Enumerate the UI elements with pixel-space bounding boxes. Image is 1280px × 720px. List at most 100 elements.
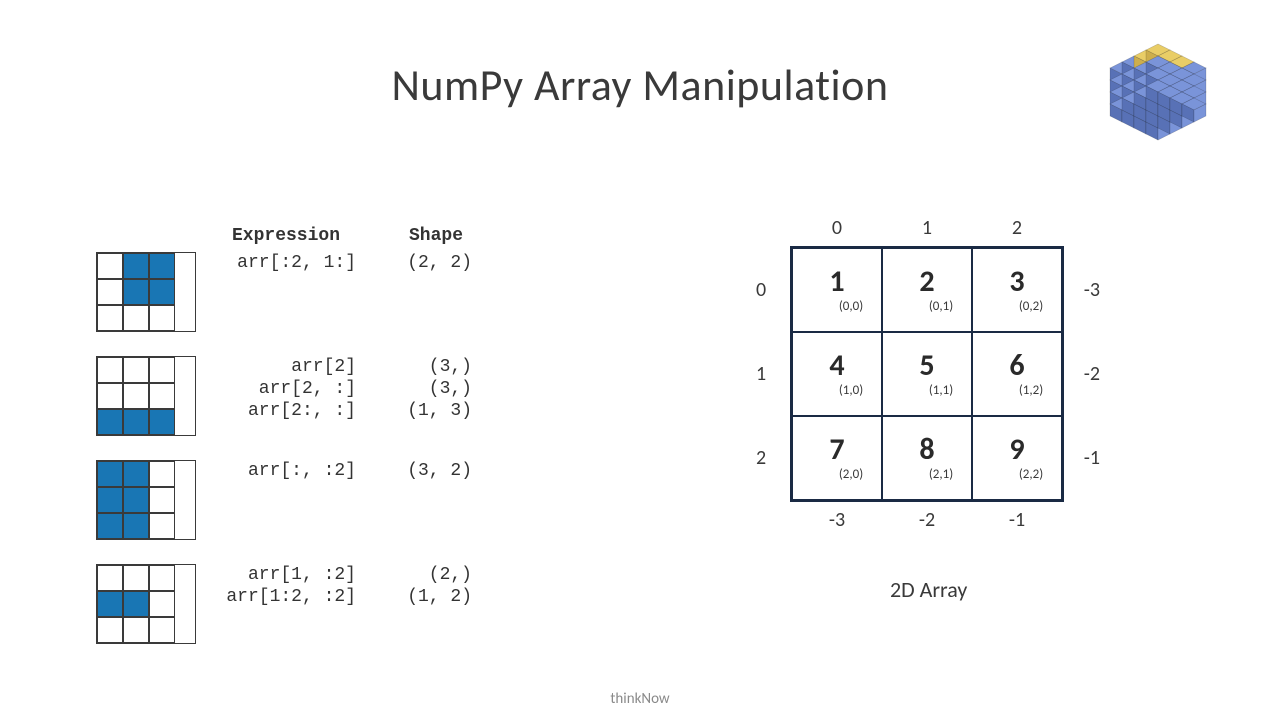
mini-cell (97, 357, 123, 383)
array-cell: 1 (0,0) (792, 248, 882, 332)
cell-coord: (2,2) (1019, 467, 1043, 482)
array-cell: 6 (1,2) (972, 332, 1062, 416)
slice-expression: arr[1, :2] (196, 564, 376, 586)
slice-shape: (3,) (376, 378, 496, 400)
mini-cell (97, 305, 123, 331)
cell-coord: (1,0) (839, 383, 863, 398)
mini-cell (149, 591, 175, 617)
slice-shape: (3,) (376, 356, 496, 378)
mini-cell (97, 565, 123, 591)
mini-cell (97, 279, 123, 305)
slice-expression: arr[2] (196, 356, 376, 378)
slice-group: arr[1, :2]arr[1:2, :2](2,)(1, 2) (96, 564, 516, 644)
mini-cell (97, 487, 123, 513)
col-index-pos: 2 (972, 216, 1062, 240)
mini-cell (123, 409, 149, 435)
mini-cell (149, 253, 175, 279)
mini-cell (149, 513, 175, 539)
mini-cell (123, 617, 149, 643)
array-cell: 4 (1,0) (792, 332, 882, 416)
mini-cell (123, 487, 149, 513)
mini-cell (97, 253, 123, 279)
mini-cell (123, 461, 149, 487)
mini-cell (123, 305, 149, 331)
row-index-pos: 1 (756, 362, 766, 386)
col-index-neg: -1 (972, 508, 1062, 532)
mini-cell (123, 357, 149, 383)
row-index-neg: -3 (1084, 278, 1100, 302)
cell-value: 8 (919, 435, 934, 465)
slice-expression: arr[:, :2] (196, 460, 376, 482)
mini-grid (96, 252, 196, 332)
slice-group: arr[2]arr[2, :]arr[2:, :](3,)(3,)(1, 3) (96, 356, 516, 436)
cell-value: 4 (829, 351, 844, 381)
slicing-examples: Expression Shape arr[:2, 1:](2, 2) arr[2]… (96, 226, 516, 668)
mini-cell (123, 591, 149, 617)
numpy-cube-icon (1092, 22, 1252, 172)
cell-coord: (0,0) (839, 299, 863, 314)
array-cell: 2 (0,1) (882, 248, 972, 332)
mini-cell (149, 383, 175, 409)
row-index-neg: -2 (1084, 362, 1100, 386)
cell-coord: (0,2) (1019, 299, 1043, 314)
cell-coord: (2,1) (929, 467, 953, 482)
col-index-neg: -2 (882, 508, 972, 532)
slice-shape: (3, 2) (376, 460, 496, 482)
mini-cell (123, 279, 149, 305)
mini-grid (96, 460, 196, 540)
slice-shape: (2, 2) (376, 252, 496, 274)
mini-cell (123, 253, 149, 279)
header-shape: Shape (376, 226, 496, 246)
mini-cell (149, 409, 175, 435)
row-index-pos: 2 (756, 446, 766, 470)
mini-cell (149, 617, 175, 643)
mini-cell (149, 461, 175, 487)
cell-value: 3 (1009, 267, 1024, 297)
col-index-pos: 0 (792, 216, 882, 240)
cell-value: 1 (829, 267, 844, 297)
slice-expression: arr[2:, :] (196, 400, 376, 422)
array-2d-diagram: 012 -3-2-1 012 -3-2-1 1(0,0)2(0,1)3(0,2)… (790, 246, 1064, 502)
slice-expression: arr[:2, 1:] (196, 252, 376, 274)
cell-coord: (1,1) (929, 383, 953, 398)
mini-cell (149, 357, 175, 383)
slice-group: arr[:, :2](3, 2) (96, 460, 516, 540)
cell-value: 5 (919, 351, 934, 381)
mini-cell (149, 487, 175, 513)
mini-grid (96, 356, 196, 436)
page-title: NumPy Array Manipulation (0, 58, 1280, 112)
footer-brand: thinkNow (0, 690, 1280, 708)
array-cell: 9 (2,2) (972, 416, 1062, 500)
mini-cell (97, 591, 123, 617)
slice-expression: arr[1:2, :2] (196, 586, 376, 608)
slice-shape: (1, 2) (376, 586, 496, 608)
mini-grid (96, 564, 196, 644)
row-index-neg: -1 (1084, 446, 1100, 470)
array-cell: 3 (0,2) (972, 248, 1062, 332)
array-2d-caption: 2D Array (890, 576, 967, 603)
cell-coord: (2,0) (839, 467, 863, 482)
cell-value: 2 (919, 267, 934, 297)
mini-cell (97, 617, 123, 643)
header-expression: Expression (196, 226, 376, 246)
mini-cell (97, 409, 123, 435)
slice-headers: Expression Shape (96, 226, 516, 246)
array-cell: 8 (2,1) (882, 416, 972, 500)
cell-coord: (0,1) (929, 299, 953, 314)
row-index-pos: 0 (756, 278, 766, 302)
array-cell: 7 (2,0) (792, 416, 882, 500)
slice-group: arr[:2, 1:](2, 2) (96, 252, 516, 332)
mini-cell (123, 513, 149, 539)
mini-cell (149, 279, 175, 305)
mini-cell (123, 565, 149, 591)
cell-value: 7 (829, 435, 844, 465)
array-cell: 5 (1,1) (882, 332, 972, 416)
cell-value: 9 (1009, 435, 1024, 465)
cell-value: 6 (1009, 351, 1024, 381)
cell-coord: (1,2) (1019, 383, 1043, 398)
mini-cell (149, 565, 175, 591)
mini-cell (123, 383, 149, 409)
slice-expression: arr[2, :] (196, 378, 376, 400)
col-index-pos: 1 (882, 216, 972, 240)
mini-cell (97, 461, 123, 487)
